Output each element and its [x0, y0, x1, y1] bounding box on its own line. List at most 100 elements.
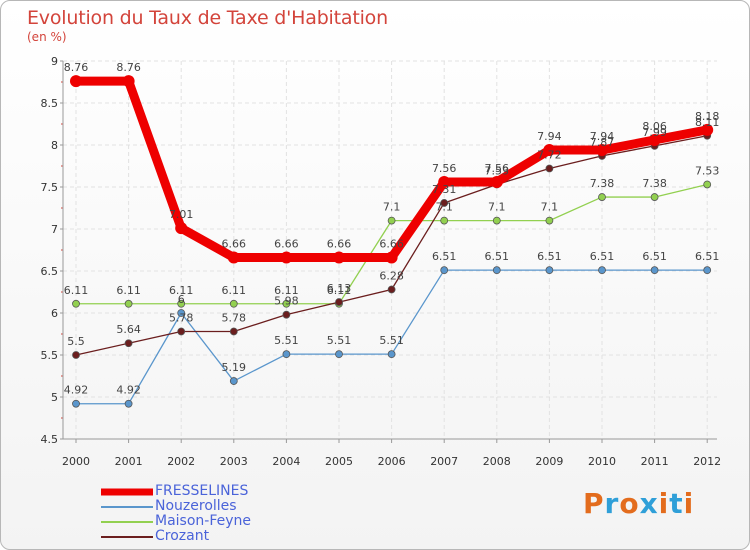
data-point-maison-feyne	[72, 299, 80, 308]
x-tick-label: 2008	[483, 455, 511, 468]
data-point-crozant	[387, 285, 396, 294]
x-tick-label: 2009	[535, 455, 563, 468]
chart-title: Evolution du Taux de Taxe d'Habitation	[27, 7, 388, 29]
data-point-nouzerolles	[440, 266, 449, 275]
data-point-crozant	[440, 199, 449, 207]
data-label-fresselines: 7.56	[485, 162, 510, 175]
data-label-fresselines: 6.66	[222, 238, 247, 251]
data-point-nouzerolles	[72, 399, 80, 408]
legend-label-maison-feyne: Maison-Feyne	[155, 513, 252, 529]
data-point-nouzerolles	[177, 309, 186, 317]
x-tick-label: 2002	[167, 455, 195, 468]
data-label-nouzerolles: 6.51	[485, 250, 510, 263]
y-tick-label: 5	[51, 391, 58, 404]
data-point-fresselines	[543, 144, 556, 157]
data-label-nouzerolles: 5.51	[327, 334, 352, 347]
y-tick-label: 9	[51, 55, 58, 68]
data-label-maison-feyne: 6.11	[274, 284, 299, 297]
data-label-fresselines: 7.94	[590, 130, 615, 143]
data-label-nouzerolles: 4.92	[116, 384, 141, 397]
data-label-maison-feyne: 7.38	[642, 177, 667, 190]
data-label-fresselines: 7.56	[432, 162, 457, 175]
data-point-nouzerolles	[229, 377, 238, 385]
data-label-fresselines: 8.76	[116, 61, 141, 74]
data-point-maison-feyne	[703, 180, 712, 189]
data-label-maison-feyne: 6.11	[116, 284, 141, 297]
legend-swatch-nouzerolles	[101, 506, 153, 508]
data-label-maison-feyne: 7.1	[435, 201, 453, 214]
data-label-fresselines: 6.66	[327, 238, 352, 251]
data-point-nouzerolles	[492, 266, 501, 275]
data-point-fresselines	[648, 133, 661, 146]
data-label-maison-feyne: 7.53	[695, 164, 720, 177]
data-label-crozant: 7.87	[590, 136, 615, 149]
data-label-fresselines: 7.94	[537, 130, 562, 143]
data-label-crozant: 5.78	[169, 311, 194, 324]
y-tick-label: 8	[51, 139, 58, 152]
data-label-nouzerolles: 6.51	[642, 250, 667, 263]
data-point-maison-feyne	[282, 299, 291, 308]
data-label-crozant: 7.99	[642, 126, 667, 139]
x-tick-label: 2007	[430, 455, 458, 468]
y-tick-label: 7	[51, 223, 58, 236]
data-label-fresselines: 6.66	[379, 238, 404, 251]
data-label-nouzerolles: 6	[178, 293, 185, 306]
proxiti-logo: Proxiti	[583, 487, 695, 520]
data-label-maison-feyne: 7.1	[488, 201, 506, 214]
legend-label-crozant: Crozant	[155, 528, 210, 544]
y-tick-label: 7.5	[41, 181, 59, 194]
data-point-fresselines	[122, 75, 135, 88]
data-point-fresselines	[175, 222, 188, 235]
x-tick-label: 2004	[272, 455, 300, 468]
data-label-maison-feyne: 6.11	[327, 284, 352, 297]
data-label-crozant: 7.53	[485, 164, 510, 177]
legend-label-fresselines: FRESSELINES	[155, 483, 249, 499]
x-tick-label: 2010	[588, 455, 616, 468]
data-point-fresselines	[70, 75, 82, 88]
data-point-nouzerolles	[598, 266, 606, 275]
data-point-fresselines	[596, 144, 608, 157]
data-label-nouzerolles: 5.19	[222, 361, 247, 374]
data-point-maison-feyne	[545, 216, 554, 225]
data-label-fresselines: 8.76	[64, 61, 89, 74]
x-tick-label: 2006	[378, 455, 406, 468]
data-point-maison-feyne	[650, 193, 659, 201]
data-label-maison-feyne: 6.11	[222, 284, 247, 297]
data-label-fresselines: 8.18	[695, 110, 720, 123]
data-label-crozant: 6.28	[379, 269, 404, 282]
data-label-nouzerolles: 5.51	[379, 334, 404, 347]
data-label-nouzerolles: 6.51	[590, 250, 615, 263]
legend-swatch-fresselines	[101, 488, 153, 496]
data-point-crozant	[335, 298, 343, 306]
data-point-crozant	[282, 310, 291, 319]
data-point-crozant	[177, 327, 186, 336]
data-point-crozant	[72, 351, 80, 359]
y-tick-label: 6	[51, 307, 58, 320]
data-point-nouzerolles	[124, 399, 133, 408]
data-point-fresselines	[438, 175, 451, 188]
data-label-fresselines: 8.06	[642, 120, 667, 133]
chart-subtitle: (en %)	[27, 30, 67, 44]
data-point-fresselines	[280, 251, 293, 264]
data-point-maison-feyne	[440, 216, 449, 225]
data-point-nouzerolles	[545, 266, 554, 275]
data-point-maison-feyne	[124, 299, 133, 308]
data-label-crozant: 5.78	[222, 311, 247, 324]
data-label-nouzerolles: 6.51	[432, 250, 457, 263]
data-label-crozant: 8.11	[695, 116, 720, 129]
data-point-crozant	[124, 339, 133, 348]
data-label-maison-feyne: 7.1	[383, 201, 401, 214]
y-tick-label: 4.5	[41, 433, 59, 446]
data-point-fresselines	[385, 251, 398, 264]
x-tick-label: 2011	[641, 455, 669, 468]
data-point-fresselines	[333, 251, 345, 264]
data-label-fresselines: 7.01	[169, 208, 194, 221]
data-point-maison-feyne	[492, 216, 501, 225]
data-label-crozant: 6.13	[327, 282, 352, 295]
x-tick-label: 2003	[220, 455, 248, 468]
y-tick-label: 5.5	[41, 349, 59, 362]
data-point-crozant	[229, 327, 238, 336]
data-label-maison-feyne: 7.38	[590, 177, 615, 190]
